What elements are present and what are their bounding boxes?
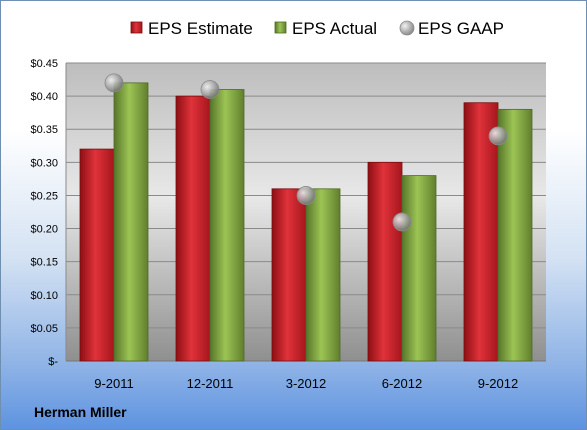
x-tick-label: 6-2012 (382, 376, 422, 391)
legend-swatch (274, 21, 287, 34)
y-tick-label: $0.10 (30, 290, 58, 302)
eps-estimate-bar (367, 161, 403, 362)
eps-actual-bar (209, 89, 245, 362)
x-tick-label: 9-2011 (94, 376, 134, 391)
y-tick-label: $0.15 (30, 257, 58, 269)
eps-gaap-marker (488, 126, 508, 146)
eps-estimate-bar (271, 188, 307, 362)
legend-actual: EPS Actual (274, 19, 377, 38)
legend-estimate: EPS Estimate (130, 19, 253, 38)
eps-actual-bar (497, 108, 533, 362)
eps-gaap-marker (392, 212, 412, 232)
y-axis-ticks: $- $0.05 $0.10 $0.15 $0.20 $0.25 $0.30 $0.35 $0.… (30, 58, 58, 368)
y-tick-label: $0.45 (30, 58, 58, 70)
y-tick-label: $0.25 (30, 190, 58, 202)
legend-label: EPS Actual (292, 19, 377, 38)
eps-gaap-marker (296, 186, 316, 205)
y-tick-label: $0.30 (30, 157, 58, 169)
bars (79, 82, 533, 362)
legend-swatch (399, 20, 415, 36)
y-tick-label: $0.05 (30, 323, 58, 335)
eps-estimate-bar (79, 148, 115, 362)
x-axis-ticks: 9-2011 12-2011 3-2012 6-2012 9-2012 (94, 376, 518, 391)
eps-actual-bar (305, 188, 341, 362)
y-tick-label: $- (48, 356, 58, 368)
legend-gaap: EPS GAAP (399, 19, 504, 38)
y-tick-label: $0.35 (30, 124, 58, 136)
x-tick-label: 12-2011 (187, 376, 234, 391)
legend: EPS Estimate EPS Actual EPS GAAP (130, 19, 504, 38)
y-tick-label: $0.40 (30, 91, 58, 103)
x-tick-label: 9-2012 (478, 376, 518, 391)
eps-actual-bar (113, 82, 149, 362)
eps-estimate-bar (175, 95, 211, 362)
x-tick-label: 3-2012 (286, 376, 326, 391)
eps-estimate-bar (463, 102, 499, 362)
company-label: Herman Miller (34, 404, 127, 420)
eps-actual-bar (401, 175, 437, 362)
legend-label: EPS Estimate (148, 19, 253, 38)
legend-swatch (130, 21, 143, 34)
y-tick-label: $0.20 (30, 224, 58, 236)
legend-label: EPS GAAP (418, 19, 504, 38)
eps-gaap-marker (104, 73, 124, 93)
eps-gaap-marker (200, 80, 220, 99)
gaap-markers (104, 73, 508, 232)
